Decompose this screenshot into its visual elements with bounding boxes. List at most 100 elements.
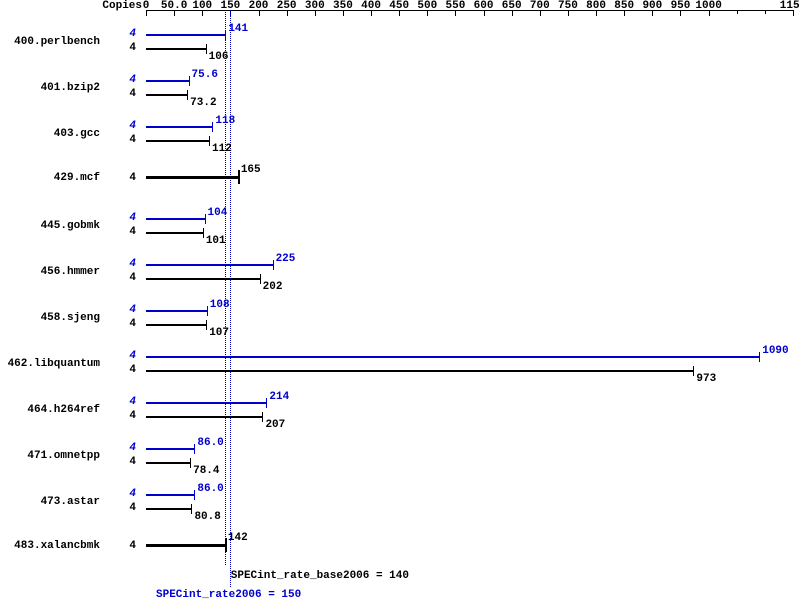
value-label-peak: 86.0 — [197, 437, 223, 449]
copies-value-base: 4 — [106, 502, 136, 514]
benchmark-name: 483.xalancbmk — [2, 540, 100, 552]
bar-endcap-base — [191, 504, 192, 514]
value-label: 142 — [228, 532, 248, 544]
copies-value-base: 4 — [106, 410, 136, 422]
copies-value-peak: 4 — [106, 350, 136, 362]
bar-endcap-peak — [225, 30, 226, 40]
copies-value-peak: 4 — [106, 120, 136, 132]
copies-value-peak: 4 — [106, 258, 136, 270]
copies-value-peak: 4 — [106, 74, 136, 86]
value-label-peak: 108 — [210, 299, 230, 311]
copies-value-base: 4 — [106, 226, 136, 238]
bar-base — [146, 508, 191, 510]
copies-value: 4 — [106, 540, 136, 552]
bar-base — [146, 462, 190, 464]
axis-tick-label: 50.0 — [161, 0, 187, 12]
copies-value-base: 4 — [106, 88, 136, 100]
bar-endcap-peak — [189, 76, 190, 86]
value-label-base: 107 — [209, 327, 229, 339]
copies-value-base: 4 — [106, 134, 136, 146]
bar-endcap — [225, 538, 227, 552]
axis-tick-label: 950 — [671, 0, 691, 12]
value-label: 165 — [241, 164, 261, 176]
axis-tick-label: 900 — [642, 0, 662, 12]
axis-tick-label: 100 — [192, 0, 212, 12]
value-label-peak: 225 — [276, 253, 296, 265]
bar-peak — [146, 80, 189, 82]
value-label-base: 112 — [212, 143, 232, 155]
bar-endcap-base — [190, 458, 191, 468]
benchmark-name: 403.gcc — [2, 128, 100, 140]
bar-base — [146, 278, 260, 280]
axis-tick-label: 450 — [389, 0, 409, 12]
axis-tick-label: 550 — [446, 0, 466, 12]
copies-value-peak: 4 — [106, 396, 136, 408]
axis-tick-label: 750 — [558, 0, 578, 12]
bar-endcap-base — [203, 228, 204, 238]
summary-peak: SPECint_rate2006 = 150 — [156, 589, 301, 601]
bar-endcap-peak — [207, 306, 208, 316]
bar-peak — [146, 126, 212, 128]
value-label-peak: 1090 — [762, 345, 788, 357]
value-label-peak: 104 — [208, 207, 228, 219]
bar-base — [146, 544, 226, 547]
axis-tick-label: 350 — [333, 0, 353, 12]
benchmark-name: 429.mcf — [2, 172, 100, 184]
axis-tick-label: 200 — [249, 0, 269, 12]
bar-endcap-peak — [759, 352, 760, 362]
axis-tick-label: 300 — [305, 0, 325, 12]
value-label-base: 80.8 — [194, 511, 220, 523]
value-label-peak: 75.6 — [192, 69, 218, 81]
bar-endcap-base — [209, 136, 210, 146]
bar-peak — [146, 448, 194, 450]
axis-tick-label: 650 — [502, 0, 522, 12]
bar-base — [146, 176, 239, 179]
benchmark-name: 464.h264ref — [2, 404, 100, 416]
benchmark-name: 462.libquantum — [2, 358, 100, 370]
bar-endcap-base — [262, 412, 263, 422]
value-label-base: 101 — [206, 235, 226, 247]
reference-line-peak — [230, 10, 231, 587]
benchmark-name: 401.bzip2 — [2, 82, 100, 94]
bar-base — [146, 94, 187, 96]
axis-tick-label: 850 — [614, 0, 634, 12]
summary-base: SPECint_rate_base2006 = 140 — [231, 570, 409, 582]
benchmark-name: 400.perlbench — [2, 36, 100, 48]
bar-endcap-peak — [194, 490, 195, 500]
copies-header: Copies — [96, 0, 142, 12]
axis-tick-label: 500 — [417, 0, 437, 12]
bar-endcap — [238, 170, 240, 184]
bar-peak — [146, 34, 225, 36]
value-label-base: 78.4 — [193, 465, 219, 477]
value-label-base: 106 — [209, 51, 229, 63]
axis-tick-label: 800 — [586, 0, 606, 12]
copies-value-peak: 4 — [106, 304, 136, 316]
copies-value-base: 4 — [106, 42, 136, 54]
copies-value-peak: 4 — [106, 212, 136, 224]
bar-endcap-peak — [212, 122, 213, 132]
copies-value-base: 4 — [106, 318, 136, 330]
axis-tick-label: 400 — [361, 0, 381, 12]
copies-value: 4 — [106, 172, 136, 184]
axis-minor-tick — [737, 10, 738, 14]
bar-base — [146, 416, 262, 418]
axis-tick-label: 0 — [143, 0, 150, 12]
bar-endcap-base — [260, 274, 261, 284]
axis-tick-label: 250 — [277, 0, 297, 12]
copies-value-peak: 4 — [106, 28, 136, 40]
copies-value-base: 4 — [106, 364, 136, 376]
axis-tick-label: 700 — [530, 0, 550, 12]
axis-tick-label: 1150 — [780, 0, 799, 12]
benchmark-name: 458.sjeng — [2, 312, 100, 324]
value-label-base: 73.2 — [190, 97, 216, 109]
bar-endcap-peak — [205, 214, 206, 224]
bar-base — [146, 370, 693, 372]
benchmark-name: 456.hmmer — [2, 266, 100, 278]
bar-peak — [146, 402, 266, 404]
copies-value-peak: 4 — [106, 488, 136, 500]
reference-line-base — [225, 10, 226, 565]
value-label-peak: 141 — [228, 23, 248, 35]
copies-value-base: 4 — [106, 272, 136, 284]
axis-minor-tick — [765, 10, 766, 14]
value-label-peak: 86.0 — [197, 483, 223, 495]
